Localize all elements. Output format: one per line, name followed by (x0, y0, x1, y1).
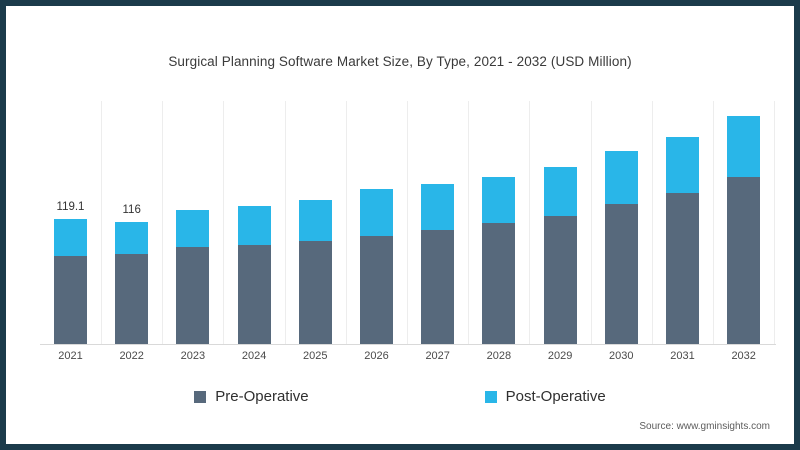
legend-item-pre-operative[interactable]: Pre-Operative (194, 388, 309, 405)
bar-value-label: 116 (122, 204, 141, 216)
bar-segment-post-operative[interactable] (237, 206, 271, 245)
bar-stack[interactable] (176, 210, 210, 344)
chart-canvas: Surgical Planning Software Market Size, … (6, 6, 794, 444)
bar-segment-post-operative[interactable] (54, 219, 87, 256)
gridline (345, 101, 347, 344)
chart-title: Surgical Planning Software Market Size, … (168, 54, 632, 69)
gridline (284, 101, 286, 344)
bar-segment-pre-operative[interactable] (176, 247, 210, 344)
bar-segment-post-operative[interactable] (360, 189, 393, 236)
x-axis-tick-label: 2028 (486, 350, 512, 362)
bar-segment-pre-operative[interactable] (421, 230, 455, 344)
x-axis-tick-label: 2032 (731, 350, 756, 362)
bar-stack[interactable] (421, 184, 455, 344)
bar-segment-pre-operative[interactable] (666, 193, 699, 344)
x-axis-tick-label: 2023 (180, 350, 206, 362)
bar-segment-pre-operative[interactable] (54, 256, 87, 344)
bar-stack[interactable] (482, 177, 516, 344)
bar-stack[interactable] (360, 189, 393, 344)
bar-segment-post-operative[interactable] (115, 222, 149, 254)
chart-legend: Pre-Operative Post-Operative (6, 388, 794, 405)
x-axis-tick-label: 2027 (425, 350, 450, 362)
bar-segment-post-operative[interactable] (543, 167, 577, 216)
x-axis-tick-label: 2025 (303, 350, 328, 362)
bar-segment-pre-operative[interactable] (360, 236, 393, 344)
gridline (651, 101, 653, 344)
bar-segment-pre-operative[interactable] (727, 177, 761, 344)
bar-segment-pre-operative[interactable] (482, 223, 516, 344)
bar-segment-pre-operative[interactable] (298, 241, 332, 344)
gridline (101, 101, 102, 344)
x-axis-tick-label: 2031 (670, 350, 695, 362)
x-axis-line (40, 344, 776, 345)
bar-segment-post-operative[interactable] (482, 177, 516, 223)
bar-stack[interactable] (604, 151, 638, 344)
bar-stack[interactable] (727, 116, 761, 344)
bar-segment-pre-operative[interactable] (604, 204, 638, 344)
legend-swatch-pre-operative (194, 390, 207, 403)
legend-label-pre-operative: Pre-Operative (215, 388, 309, 405)
bar-segment-post-operative[interactable] (604, 151, 638, 204)
gridline (407, 101, 408, 344)
bar-segment-post-operative[interactable] (421, 184, 455, 230)
legend-swatch-post-operative (484, 390, 497, 403)
gridline (713, 101, 714, 344)
bar-stack[interactable] (543, 167, 577, 344)
bar-segment-post-operative[interactable] (176, 210, 210, 247)
bar-stack[interactable] (237, 206, 271, 344)
gridline (468, 101, 470, 344)
legend-label-post-operative: Post-Operative (505, 388, 606, 405)
x-axis-tick-label: 2024 (241, 350, 267, 362)
bar-segment-post-operative[interactable] (298, 200, 332, 241)
x-axis-tick-label: 2030 (609, 350, 634, 362)
bar-segment-post-operative[interactable] (666, 137, 699, 193)
bar-stack[interactable] (298, 200, 332, 344)
x-axis-tick-label: 2029 (547, 350, 573, 362)
bar-stack[interactable] (54, 219, 87, 344)
bar-segment-pre-operative[interactable] (115, 254, 149, 344)
gridline (774, 101, 776, 344)
legend-item-post-operative[interactable]: Post-Operative (484, 388, 606, 405)
bar-stack[interactable] (115, 222, 149, 344)
gridline (162, 101, 164, 344)
bar-stack[interactable] (666, 137, 699, 344)
x-axis-tick-label: 2026 (364, 350, 389, 362)
bar-segment-post-operative[interactable] (727, 116, 761, 177)
gridline (223, 101, 225, 344)
bar-segment-pre-operative[interactable] (543, 216, 577, 344)
bar-segment-pre-operative[interactable] (237, 245, 271, 344)
x-axis-tick-label: 2021 (58, 350, 83, 362)
gridline (529, 101, 531, 344)
bar-value-label: 119.1 (56, 201, 85, 213)
x-axis-tick-label: 2022 (119, 350, 144, 362)
gridline (590, 101, 592, 344)
source-attribution: Source: www.gminsights.com (639, 421, 770, 432)
plot-area: 2021 2022 2023 2024 2025 2026 2027 2028 2029 2030… (6, 6, 794, 444)
